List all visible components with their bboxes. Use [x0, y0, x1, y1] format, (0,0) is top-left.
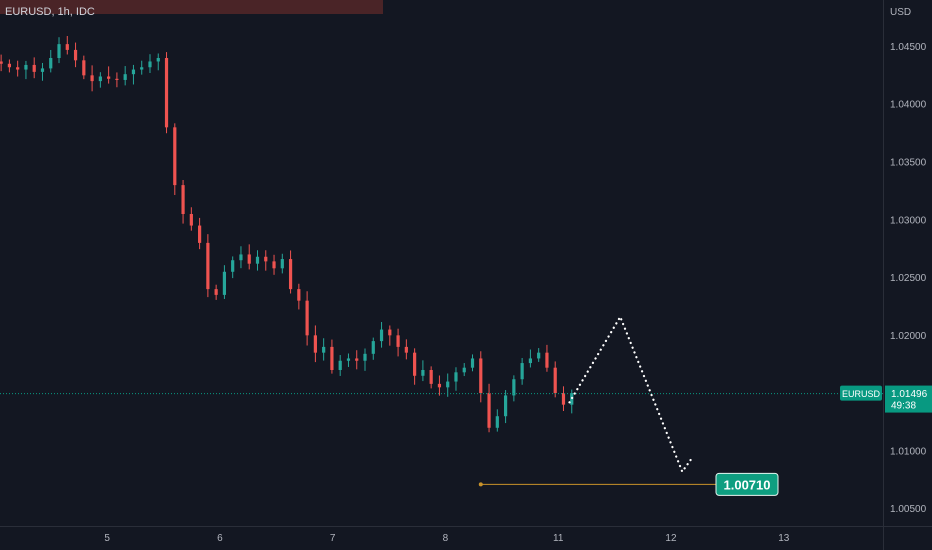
candle-body	[446, 381, 450, 388]
candle-body	[305, 300, 309, 336]
candle-body	[115, 78, 119, 80]
candle-body	[65, 44, 69, 50]
target-level-badge[interactable]	[715, 472, 779, 496]
candle-body	[462, 367, 466, 373]
candle-body	[57, 44, 61, 58]
date-tick-label: 5	[104, 533, 110, 544]
candle-body	[437, 383, 442, 388]
price-tick-label: 1.03500	[890, 158, 927, 169]
date-tick-label: 11	[553, 533, 564, 544]
date-tick-label: 13	[778, 533, 790, 544]
candle-body	[421, 370, 425, 376]
candle-body	[313, 335, 317, 353]
candle-body	[280, 259, 284, 269]
candle-body	[545, 352, 549, 368]
candle-body	[181, 185, 185, 214]
last-price-badge	[885, 385, 932, 413]
candle-body	[148, 61, 152, 68]
price-tick-label: 1.00500	[890, 504, 927, 515]
currency-label: USD	[890, 7, 911, 18]
date-tick-label: 12	[665, 533, 677, 544]
candle-body	[537, 352, 541, 359]
price-tick-label: 1.01000	[890, 446, 927, 457]
candle-body	[388, 329, 392, 336]
candle-body	[16, 67, 20, 70]
candle-body	[239, 254, 243, 261]
candle-body	[82, 60, 86, 76]
price-tick-label: 1.02500	[890, 273, 927, 284]
candle-body	[164, 58, 169, 128]
candle-body	[123, 74, 127, 80]
bar-countdown: 49:38	[891, 401, 916, 412]
candle-body	[24, 64, 28, 70]
candle-body	[520, 363, 524, 380]
candle-body	[173, 127, 177, 186]
candle-body	[396, 335, 400, 347]
target-level-label: 1.00710	[724, 477, 771, 492]
candle-body	[355, 358, 359, 361]
candle-body	[479, 358, 483, 394]
candle-body	[0, 61, 3, 64]
candle-body	[371, 341, 375, 354]
date-tick-label: 6	[217, 533, 223, 544]
candle-body	[49, 58, 53, 69]
price-tick-label: 1.04000	[890, 100, 927, 111]
candle-body	[454, 372, 458, 382]
price-tick-label: 1.04500	[890, 42, 927, 53]
candle-body	[429, 370, 433, 384]
candle-body	[288, 259, 293, 290]
price-tick-label: 1.02000	[890, 331, 927, 342]
price-tick-label: 1.03000	[890, 215, 927, 226]
candle-body	[404, 346, 408, 353]
candle-body	[214, 289, 218, 295]
candle-body	[40, 68, 45, 72]
candle-body	[528, 358, 533, 364]
candle-body	[222, 271, 227, 295]
symbol-badge-label: EURUSD	[842, 389, 881, 399]
target-anchor-dot	[478, 482, 483, 487]
top-notification-strip	[0, 0, 383, 14]
candle-body	[495, 416, 499, 428]
candle-body	[553, 367, 557, 394]
candle-body	[98, 76, 102, 82]
candle-body	[189, 214, 193, 226]
candle-body	[561, 393, 566, 405]
date-tick-label: 7	[330, 533, 336, 544]
candle-body	[198, 225, 202, 243]
candle-body	[338, 360, 342, 370]
symbol-badge	[840, 385, 882, 401]
projection-path	[568, 314, 693, 474]
candle-body	[7, 63, 11, 68]
candle-body	[363, 353, 367, 361]
symbol-title: EURUSD, 1h, IDC	[5, 6, 95, 18]
candle-body	[231, 260, 235, 272]
candle-body	[413, 352, 417, 376]
candle-body	[107, 76, 111, 79]
candle-body	[255, 256, 260, 264]
candle-body	[330, 346, 334, 370]
candle-body	[379, 329, 384, 342]
candle-body	[156, 58, 160, 62]
candle-body	[140, 67, 144, 70]
candle-body	[512, 379, 516, 396]
candle-body	[90, 75, 94, 82]
date-tick-label: 8	[443, 533, 449, 544]
candle-body	[247, 254, 251, 264]
candle-body	[32, 64, 36, 72]
candle-body	[272, 261, 276, 269]
candle-body	[503, 395, 508, 417]
candle-body	[470, 358, 475, 368]
candle-body	[297, 289, 301, 301]
candle-body	[131, 69, 136, 75]
candle-body	[73, 49, 78, 61]
candle-body	[346, 358, 351, 361]
candle-body	[206, 242, 210, 290]
last-price-value: 1.01496	[891, 389, 928, 400]
candle-body	[487, 393, 491, 428]
candle-body	[264, 256, 268, 262]
candle-body	[322, 346, 326, 353]
